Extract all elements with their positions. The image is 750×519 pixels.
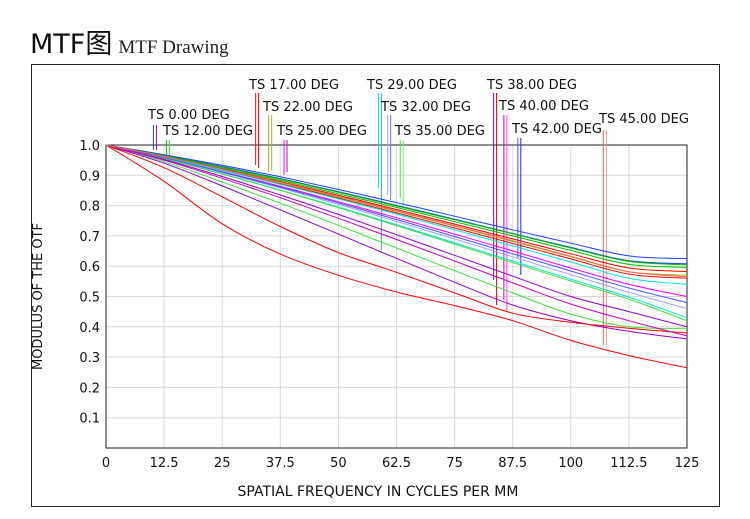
- annotation-label: TS 22.00 DEG: [262, 100, 353, 115]
- y-tick-label: 0.2: [79, 381, 100, 396]
- field-annotation: TS 0.00 DEG: [147, 108, 230, 150]
- page-title: MTF图 MTF Drawing: [30, 22, 229, 60]
- y-tick-label: 0.9: [79, 169, 100, 184]
- x-tick-label: 100: [558, 456, 583, 471]
- mtf-series-line: [105, 144, 688, 329]
- x-tick-label: 12.5: [150, 456, 179, 471]
- page-title-sub: MTF Drawing: [118, 37, 229, 58]
- mtf-series-line: [105, 144, 688, 369]
- y-tick-label: 1.0: [79, 139, 100, 154]
- field-annotation: TS 12.00 DEG: [162, 124, 253, 155]
- x-tick-label: 125: [675, 456, 700, 471]
- mtf-series-line: [105, 144, 688, 304]
- x-tick-label: 87.5: [498, 456, 527, 471]
- mtf-series-line: [105, 144, 688, 337]
- y-tick-label: 0.3: [79, 351, 100, 366]
- y-tick-label: 0.8: [79, 200, 100, 215]
- y-axis-label: MODULUS OF THE OTF: [31, 223, 46, 370]
- x-tick-label: 62.5: [382, 456, 411, 471]
- y-tick-label: 0.7: [79, 230, 100, 245]
- field-annotation: TS 42.00 DEG: [511, 122, 602, 275]
- annotation-label: TS 42.00 DEG: [511, 122, 602, 137]
- y-tick-label: 0.4: [79, 321, 100, 336]
- y-tick-label: 0.5: [79, 291, 100, 306]
- field-annotation: TS 35.00 DEG: [394, 124, 485, 205]
- x-axis-label: SPATIAL FREQUENCY IN CYCLES PER MM: [238, 484, 519, 500]
- annotation-label: TS 29.00 DEG: [366, 78, 457, 93]
- mtf-series-line: [105, 144, 688, 265]
- field-annotation: TS 40.00 DEG: [498, 99, 589, 310]
- mtf-series-line: [105, 144, 688, 266]
- y-tick-label: 0.6: [79, 260, 100, 275]
- annotation-label: TS 40.00 DEG: [498, 99, 589, 114]
- field-annotation: TS 38.00 DEG: [486, 78, 577, 305]
- mtf-series-line: [105, 144, 688, 328]
- x-tick-label: 75: [446, 456, 463, 471]
- mtf-series-line: [105, 144, 688, 322]
- page-title-main: MTF图: [30, 29, 113, 60]
- annotation-label: TS 32.00 DEG: [380, 100, 471, 115]
- field-annotation: TS 25.00 DEG: [276, 124, 367, 175]
- field-annotation: TS 17.00 DEG: [248, 78, 339, 168]
- mtf-series-line: [105, 144, 688, 278]
- x-tick-label: 25: [214, 456, 231, 471]
- annotation-label: TS 0.00 DEG: [147, 108, 230, 123]
- mtf-series: [105, 144, 688, 369]
- mtf-series-line: [105, 144, 688, 334]
- x-tick-label: 112.5: [610, 456, 647, 471]
- grid: [106, 145, 687, 448]
- mtf-series-line: [105, 144, 688, 268]
- annotation-label: TS 17.00 DEG: [248, 78, 339, 93]
- annotation-label: TS 12.00 DEG: [162, 124, 253, 139]
- annotation-label: TS 38.00 DEG: [486, 78, 577, 93]
- x-tick-label: 37.5: [266, 456, 295, 471]
- x-tick-label: 50: [330, 456, 347, 471]
- annotation-label: TS 25.00 DEG: [276, 124, 367, 139]
- mtf-series-line: [105, 144, 688, 260]
- field-annotation: TS 32.00 DEG: [380, 100, 471, 200]
- field-annotation: TS 29.00 DEG: [366, 78, 457, 250]
- mtf-series-line: [105, 144, 688, 285]
- field-annotation: TS 45.00 DEG: [598, 112, 689, 345]
- annotation-label: TS 35.00 DEG: [394, 124, 485, 139]
- annotation-label: TS 45.00 DEG: [598, 112, 689, 127]
- x-tick-label: 0: [102, 456, 110, 471]
- axis-ticks: 0 12.5 25 37.5 50 62.5 75 87.5 100 112.5 125 0.1 0.2…: [79, 139, 699, 471]
- field-annotation: TS 22.00 DEG: [262, 100, 353, 172]
- y-tick-label: 0.1: [79, 412, 100, 427]
- chart-frame: [31, 64, 720, 507]
